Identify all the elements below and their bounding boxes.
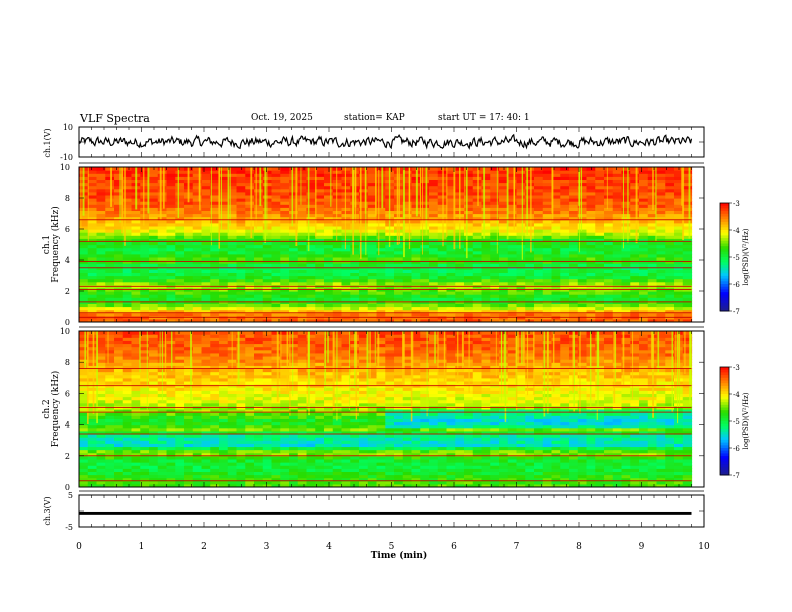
ch1-spectrogram-colorbar-label: log(PSD)(V²/Hz) [742, 228, 750, 285]
x-tick-label: 3 [264, 542, 270, 552]
ch3-ytick-label: 5 [68, 491, 73, 500]
ch2-spectrogram-colorbar-tick-label: -5 [733, 418, 740, 426]
ch2-spectrogram-colorbar-tick-label: -4 [733, 391, 740, 399]
ch1-spectrogram-ytick-label: 2 [65, 287, 70, 296]
ch2-spectrogram-colorbar-tick-label: -3 [733, 364, 740, 372]
ch1-spectrogram-ytick-label: 8 [65, 194, 70, 203]
ch1-waveform-line [78, 133, 693, 150]
ch1-spectrogram-ylabel: Frequency (kHz) [50, 206, 61, 283]
ch1-spectrogram-colorbar-tick-label: -6 [733, 281, 740, 289]
ch1-spectrogram-colorbar-tick-label: -3 [733, 200, 740, 208]
ch1-spectrogram-colorbar-tick-label: -5 [733, 254, 740, 262]
x-tick-label: 9 [639, 542, 645, 552]
x-tick-label: 0 [76, 542, 82, 552]
header-start-time: start UT = 17: 40: 1 [438, 113, 530, 123]
ch2-spectrogram-ylabel: Frequency (kHz) [50, 371, 61, 448]
ch1-spectrogram-ytick-label: 0 [65, 318, 70, 327]
ch2-spectrogram-ytick-label: 2 [65, 452, 70, 461]
ch3-signal-band [79, 511, 692, 515]
x-tick-label: 5 [389, 542, 395, 552]
x-tick-label: 1 [139, 542, 145, 552]
ch1-spectrogram-ytick-label: 6 [65, 225, 70, 234]
ch3-ytick-label: -5 [65, 523, 73, 532]
ch1-spectrogram-colorbar-tick-label: -7 [733, 308, 740, 316]
x-tick-label: 6 [451, 542, 457, 552]
x-tick-label: 8 [576, 542, 582, 552]
figure-title: VLF Spectra [80, 112, 150, 125]
ch2-spectrogram-ytick-label: 6 [65, 389, 70, 398]
ch2-spectrogram-ytick-label: 10 [60, 327, 70, 336]
x-tick-label: 4 [326, 542, 332, 552]
ch3-ylabel: ch.3(V) [43, 496, 52, 525]
header-station: station= KAP [344, 113, 405, 123]
ch2-spectrogram-colorbar-tick-label: -7 [733, 472, 740, 480]
ch1-ylabel: ch.1(V) [43, 128, 52, 157]
ch2-spectrogram-channel-label: ch.2 [42, 399, 52, 418]
header-date: Oct. 19, 2025 [251, 113, 313, 123]
ch1-spectrogram-channel-label: ch.1 [42, 235, 52, 254]
ch2-spectrogram-ytick-label: 0 [65, 483, 70, 492]
ch2-spectrogram-colorbar-tick-label: -6 [733, 445, 740, 453]
ch2-spectrogram-colorbar-label: log(PSD)(V²/Hz) [742, 392, 750, 449]
ch1-ytick-label: -10 [60, 153, 73, 162]
x-tick-label: 7 [514, 542, 520, 552]
ch2-spectrogram-ytick-label: 4 [65, 421, 70, 430]
ch1-spectrogram-colorbar-tick-label: -4 [733, 227, 740, 235]
x-axis-label: Time (min) [371, 550, 428, 561]
ch1-spectrogram-ytick-label: 10 [60, 163, 70, 172]
x-tick-label: 10 [698, 542, 710, 552]
ch1-ytick-label: 10 [63, 123, 73, 132]
ch2-spectrogram-ytick-label: 8 [65, 358, 70, 367]
x-tick-label: 2 [201, 542, 207, 552]
ch1-spectrogram-ytick-label: 4 [65, 256, 70, 265]
